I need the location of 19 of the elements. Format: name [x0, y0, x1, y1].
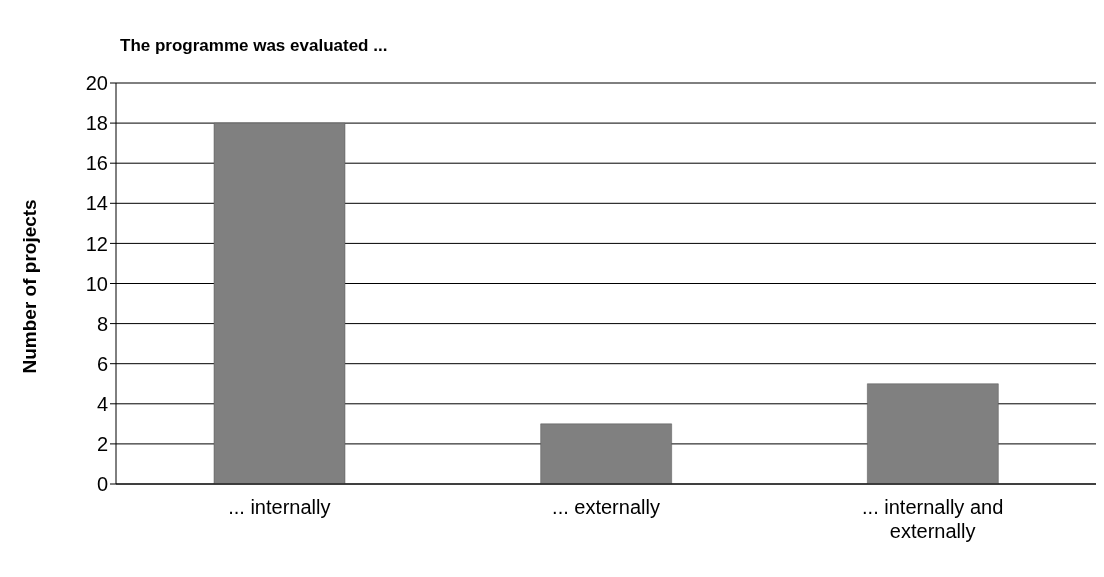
bar [867, 383, 999, 484]
bar [540, 423, 672, 484]
y-axis-title: Number of projects [18, 199, 40, 374]
y-tick-label: 6 [96, 352, 108, 375]
x-tick-label: ... internally and externally [862, 496, 1004, 542]
y-tick-label: 4 [96, 392, 108, 415]
chart-title: The programme was evaluated ... [120, 36, 388, 56]
y-tick-label: 10 [85, 272, 108, 295]
y-tick-label: 0 [96, 473, 108, 496]
x-tick-label: ... externally [552, 496, 660, 518]
y-tick-label: 14 [85, 192, 108, 215]
y-tick-label: 2 [96, 433, 108, 455]
y-tick-label: 16 [85, 152, 108, 175]
bar [213, 122, 346, 484]
y-tick-label: 18 [85, 112, 108, 135]
x-tick-label: ... internally [228, 496, 331, 518]
y-tick-label: 20 [85, 72, 108, 95]
y-tick-label: 12 [85, 232, 108, 255]
y-tick-label: 8 [96, 312, 108, 335]
